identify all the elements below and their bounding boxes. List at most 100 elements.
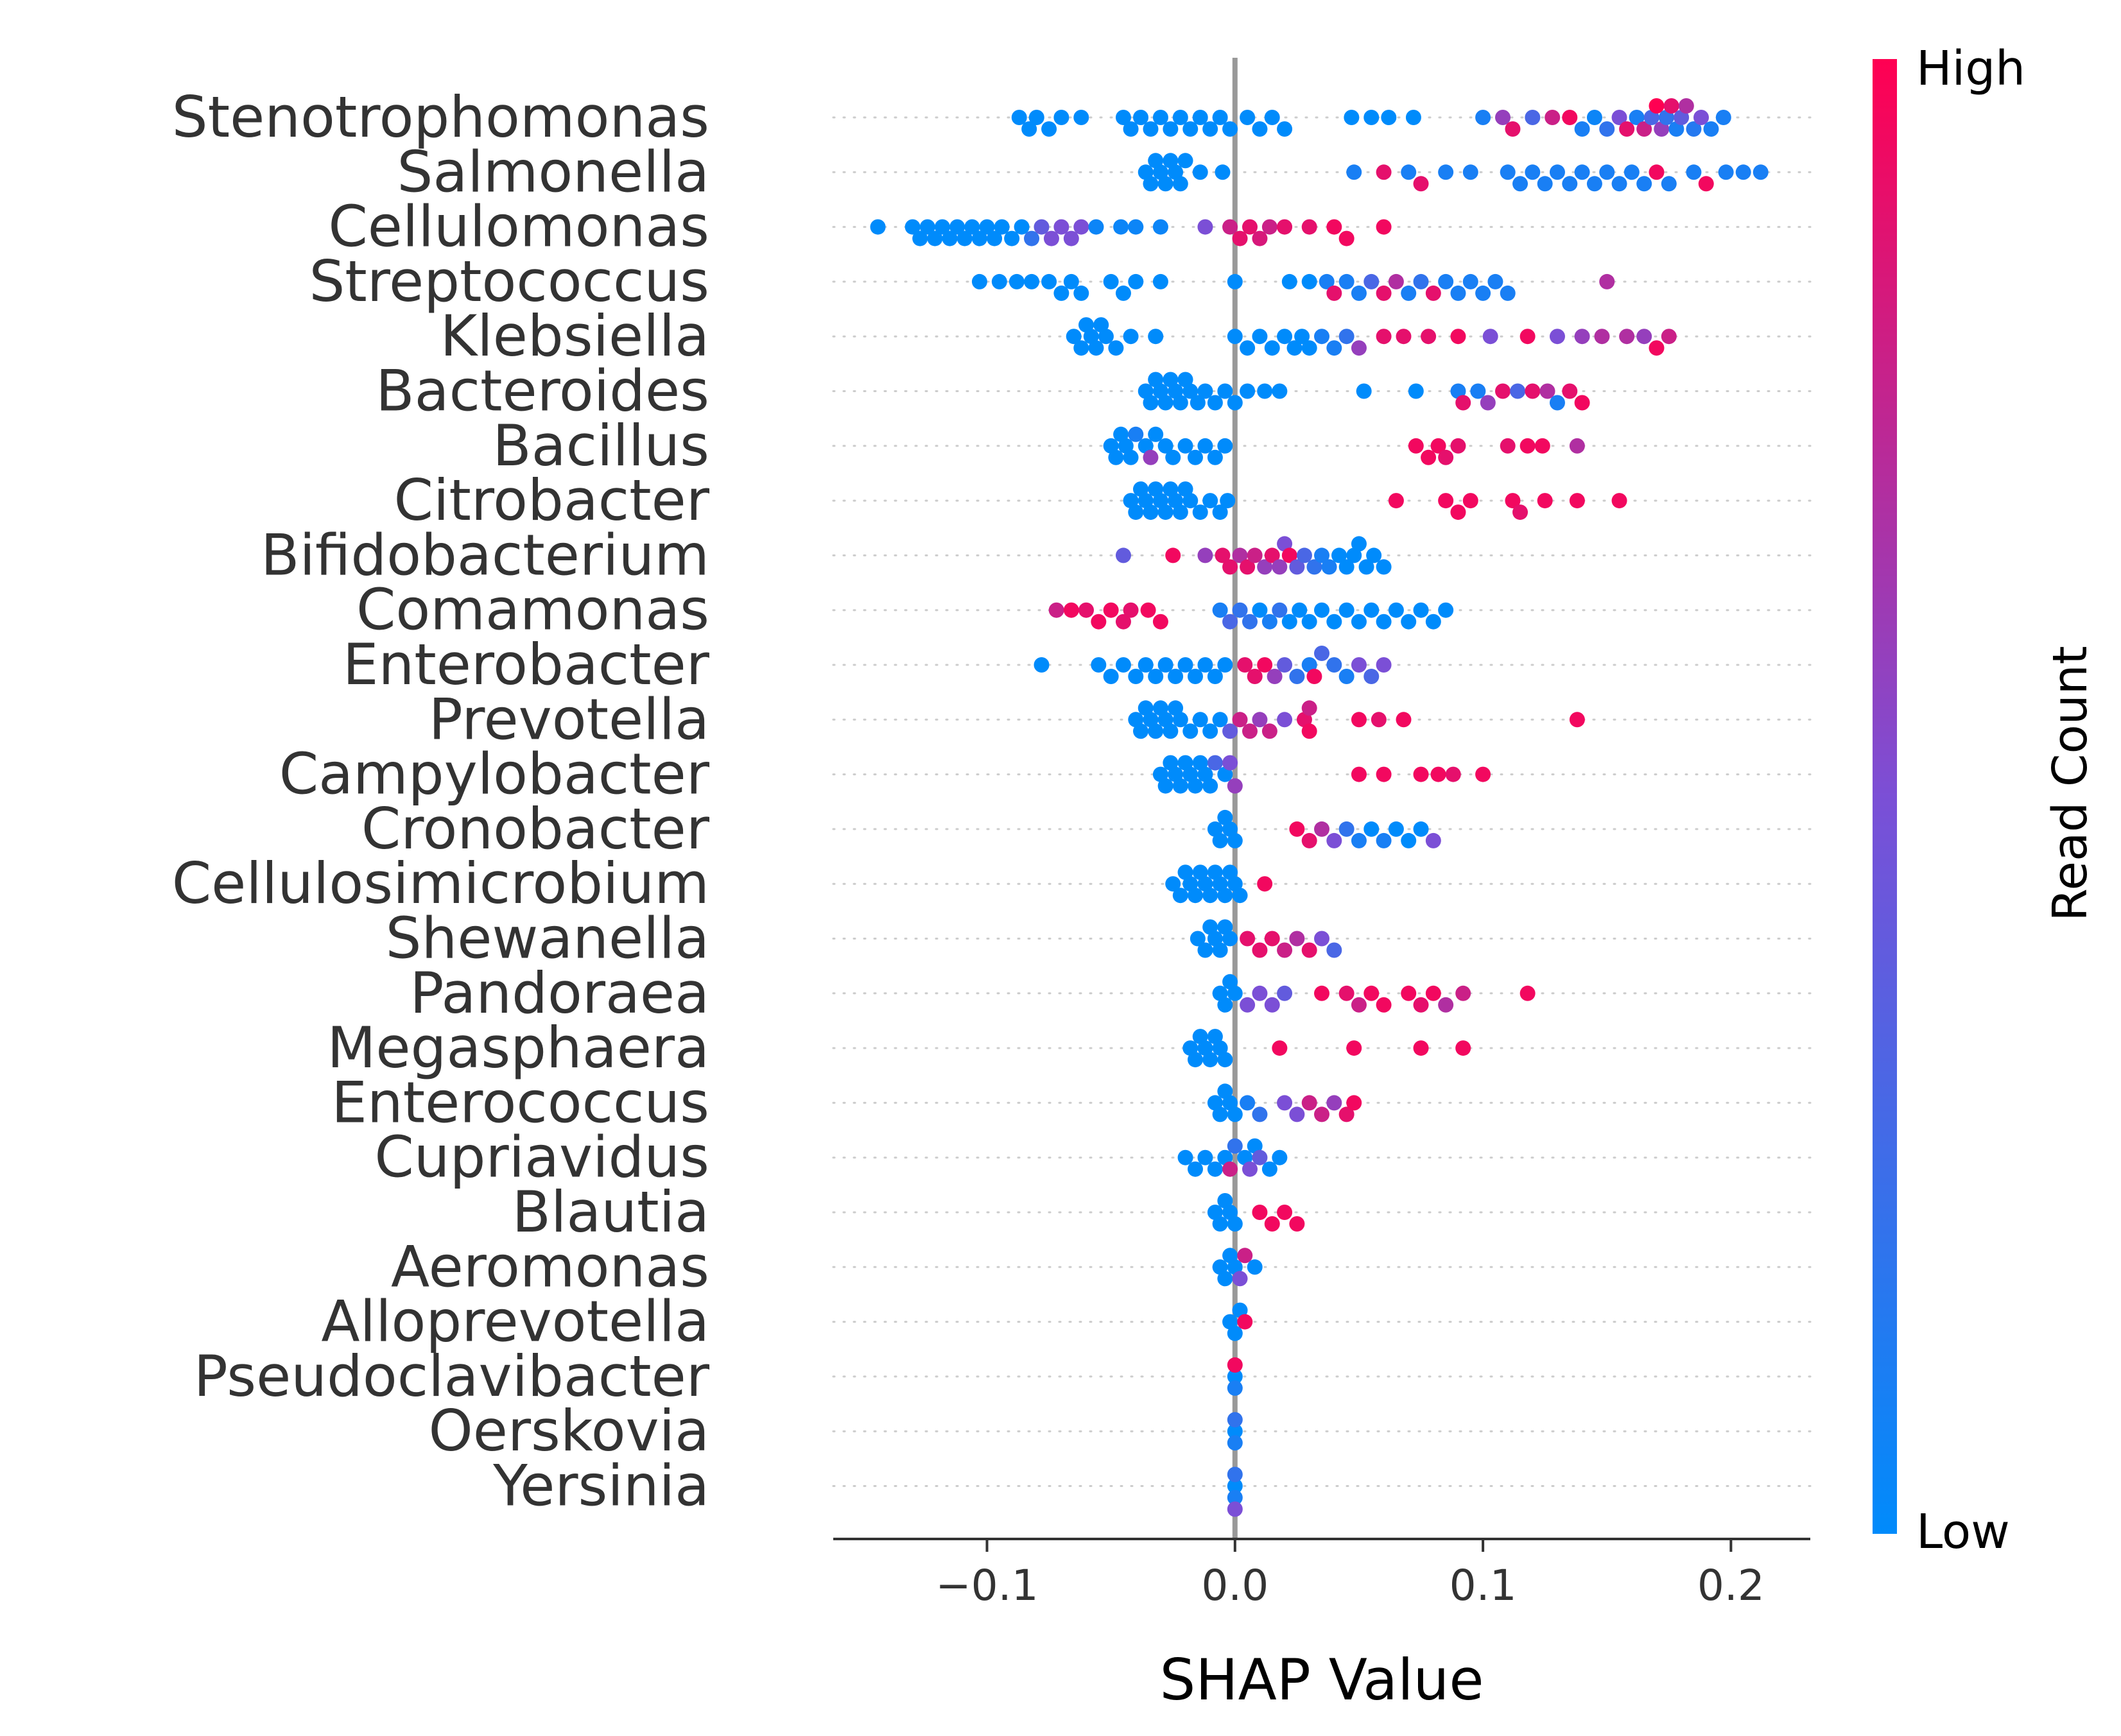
shap-point bbox=[1138, 657, 1154, 673]
shap-point bbox=[1366, 547, 1382, 563]
shap-point bbox=[1227, 1423, 1243, 1440]
shap-point bbox=[1338, 669, 1355, 684]
shap-point bbox=[1272, 602, 1288, 618]
shap-point bbox=[1034, 657, 1050, 673]
shap-point bbox=[1212, 985, 1228, 1001]
shap-point bbox=[1063, 602, 1079, 618]
shap-point bbox=[991, 273, 1007, 289]
shap-point bbox=[1197, 876, 1213, 892]
shap-point bbox=[1103, 438, 1119, 454]
shap-point bbox=[1078, 317, 1095, 333]
shap-point bbox=[1289, 559, 1305, 575]
shap-point bbox=[1024, 273, 1040, 289]
shap-point bbox=[1715, 110, 1731, 125]
shap-point bbox=[1190, 931, 1206, 947]
shap-point bbox=[1599, 164, 1615, 180]
shap-point bbox=[1376, 614, 1392, 630]
shap-point bbox=[1686, 164, 1702, 180]
shap-point bbox=[1143, 712, 1159, 728]
shap-point bbox=[1301, 832, 1317, 848]
shap-point bbox=[905, 219, 921, 235]
shap-point bbox=[1078, 602, 1095, 618]
shap-point bbox=[1091, 614, 1107, 630]
shap-point bbox=[1519, 438, 1536, 454]
shap-point bbox=[1338, 559, 1355, 575]
shap-point bbox=[1376, 285, 1392, 301]
shap-point bbox=[1011, 110, 1027, 125]
shap-point bbox=[1586, 176, 1602, 192]
shap-point bbox=[1217, 657, 1233, 673]
shap-point bbox=[1004, 230, 1020, 246]
shap-point bbox=[1227, 1412, 1243, 1428]
shap-point bbox=[1525, 164, 1541, 180]
shap-point bbox=[1227, 1325, 1243, 1341]
shap-point bbox=[1123, 329, 1139, 345]
shap-point bbox=[1172, 778, 1188, 794]
shap-point bbox=[1152, 110, 1168, 125]
shap-point bbox=[1396, 712, 1412, 728]
shap-point bbox=[1215, 547, 1231, 563]
shap-point bbox=[1177, 864, 1193, 881]
shap-point bbox=[1207, 449, 1223, 465]
shap-point bbox=[1138, 700, 1154, 716]
shap-point bbox=[1207, 1205, 1223, 1220]
shap-point bbox=[1192, 864, 1208, 881]
shap-point bbox=[1277, 1095, 1293, 1111]
shap-point bbox=[1388, 602, 1404, 618]
shap-point bbox=[1227, 273, 1243, 289]
shap-point bbox=[1143, 121, 1159, 137]
shap-point bbox=[1222, 755, 1238, 771]
shap-point bbox=[1212, 1259, 1228, 1275]
shap-point bbox=[1326, 219, 1342, 235]
feature-label: Alloprevotella bbox=[321, 1289, 709, 1355]
feature-label: Megasphaera bbox=[327, 1015, 709, 1081]
shap-point bbox=[1277, 657, 1293, 673]
shap-point bbox=[1718, 164, 1734, 180]
shap-point bbox=[1494, 110, 1511, 125]
shap-point bbox=[1525, 383, 1541, 399]
shap-point bbox=[957, 230, 973, 246]
feature-label: Campylobacter bbox=[279, 741, 710, 807]
shap-point bbox=[1425, 985, 1441, 1001]
shap-point bbox=[1190, 395, 1206, 411]
colorbar-gradient bbox=[1873, 59, 1897, 1534]
shap-point bbox=[1462, 273, 1478, 289]
shap-point bbox=[1376, 219, 1392, 235]
shap-point bbox=[1252, 121, 1268, 137]
shap-point bbox=[1326, 1095, 1342, 1111]
shap-point bbox=[1143, 176, 1159, 192]
shap-point bbox=[1405, 110, 1421, 125]
shap-point bbox=[1232, 888, 1248, 904]
shap-point bbox=[1487, 273, 1503, 289]
shap-point bbox=[1376, 997, 1392, 1013]
shap-point bbox=[1512, 504, 1528, 520]
shap-point bbox=[870, 219, 886, 235]
shap-point bbox=[1314, 931, 1329, 947]
shap-point bbox=[1143, 504, 1159, 520]
shap-point bbox=[1693, 110, 1710, 125]
shap-point bbox=[1261, 614, 1277, 630]
shap-point bbox=[1232, 230, 1248, 246]
shap-point bbox=[1197, 219, 1213, 235]
shap-point bbox=[1574, 164, 1590, 180]
shap-point bbox=[1674, 110, 1690, 125]
shap-point bbox=[1425, 832, 1441, 848]
shap-point bbox=[1232, 1302, 1248, 1318]
shap-point bbox=[1227, 1501, 1243, 1517]
shap-point bbox=[1157, 778, 1173, 794]
shap-point bbox=[1277, 985, 1293, 1001]
shap-point bbox=[1371, 712, 1387, 728]
shap-point bbox=[1450, 438, 1466, 454]
shap-point bbox=[1118, 438, 1134, 454]
shap-point bbox=[979, 219, 995, 235]
shap-point bbox=[1346, 1040, 1362, 1056]
shap-point bbox=[1396, 329, 1412, 345]
shap-point bbox=[1351, 285, 1367, 301]
shap-point bbox=[1261, 219, 1277, 235]
shap-point bbox=[1172, 110, 1188, 125]
x-axis: −0.1 0.0 0.1 0.2 bbox=[833, 1538, 1810, 1610]
shap-point bbox=[1326, 614, 1342, 630]
shap-point bbox=[1222, 974, 1238, 990]
shap-point bbox=[1257, 559, 1273, 575]
shap-point bbox=[1381, 110, 1397, 125]
